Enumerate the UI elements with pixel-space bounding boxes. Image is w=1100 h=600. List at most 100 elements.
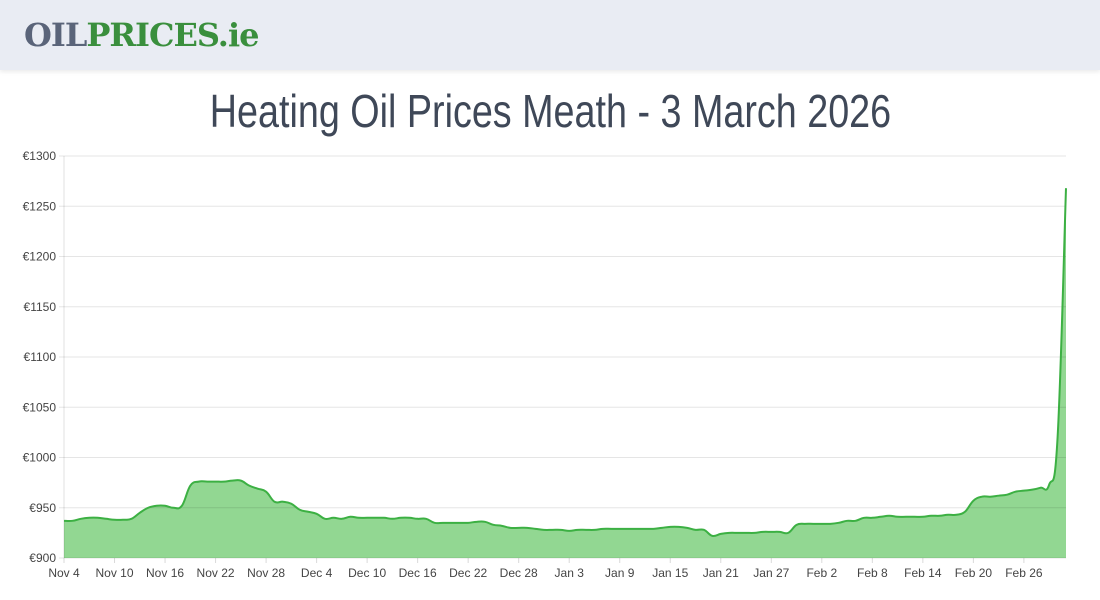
data-point-jan-11	[634, 526, 640, 532]
y-tick-label: €1000	[23, 451, 57, 465]
logo-text-oil: OIL	[24, 16, 87, 54]
data-point-dec-19	[440, 520, 446, 526]
logo-text-prices: PRICES.ie	[86, 16, 259, 54]
data-point-jan-1	[549, 527, 555, 533]
data-point-feb-11	[895, 514, 901, 520]
data-point-dec-23	[474, 519, 480, 525]
site-logo[interactable]: OILPRICES.ie	[24, 16, 259, 54]
x-tick-label: Feb 26	[1005, 566, 1043, 580]
data-point-feb-6	[852, 518, 858, 524]
page-title-wrap: Heating Oil Prices Meath - 3 March 2026	[0, 84, 1100, 138]
data-point-nov-17	[170, 505, 176, 511]
x-tick-label: Dec 22	[449, 566, 487, 580]
data-point-feb-23	[996, 493, 1002, 499]
x-tick-label: Dec 10	[348, 566, 386, 580]
data-point-dec-31	[541, 527, 547, 533]
data-point-jan-14	[659, 525, 665, 531]
data-point-nov-6	[78, 516, 84, 522]
x-tick-label: Dec 16	[399, 566, 437, 580]
data-point-jan-15	[667, 524, 673, 530]
data-point-nov-9	[103, 516, 109, 522]
data-point-dec-10	[364, 515, 370, 521]
data-point-nov-25	[238, 478, 244, 484]
data-point-nov-20	[196, 479, 202, 485]
data-point-dec-4	[314, 511, 320, 517]
x-tick-label: Feb 8	[857, 566, 888, 580]
y-tick-label: €1200	[23, 250, 57, 264]
data-point-feb-2	[819, 521, 825, 527]
data-point-jan-26	[760, 529, 766, 535]
data-point-feb-4	[836, 520, 842, 526]
data-point-dec-25	[490, 522, 496, 528]
data-point-jan-13	[650, 526, 656, 532]
data-point-nov-21	[204, 479, 210, 485]
data-point-nov-22	[213, 479, 219, 485]
x-tick-label: Dec 4	[301, 566, 333, 580]
data-point-jan-9	[617, 526, 623, 532]
data-point-nov-5	[69, 518, 75, 524]
data-point-nov-19	[187, 483, 193, 489]
data-point-nov-13	[137, 510, 143, 516]
page-title: Heating Oil Prices Meath - 3 March 2026	[209, 85, 891, 137]
header-bar: OILPRICES.ie	[0, 0, 1100, 70]
data-point-nov-18	[179, 503, 185, 509]
data-point-jan-10	[625, 526, 631, 532]
data-point-feb-9	[878, 514, 884, 520]
data-point-jan-22	[726, 530, 732, 536]
y-tick-label: €950	[29, 501, 56, 515]
data-point-jan-29	[785, 530, 791, 536]
data-point-jan-16	[676, 524, 682, 530]
x-tick-label: Jan 15	[652, 566, 688, 580]
data-point-feb-26	[1021, 488, 1027, 494]
data-point-feb-24	[1004, 492, 1010, 498]
data-point-dec-7	[339, 516, 345, 522]
data-point-dec-26	[499, 523, 505, 529]
data-point-dec-13	[389, 516, 395, 522]
data-point-feb-19	[962, 509, 968, 515]
data-point-dec-1	[288, 501, 294, 507]
data-point-jan-4	[575, 527, 581, 533]
data-point-feb-17	[945, 512, 951, 518]
data-point-dec-9	[356, 515, 362, 521]
price-line	[63, 188, 1067, 538]
data-point-jan-24	[743, 530, 749, 536]
data-point-nov-16	[162, 503, 168, 509]
data-point-dec-28	[516, 525, 522, 531]
data-point-feb-1	[810, 521, 816, 527]
data-point-jan-20	[709, 533, 715, 539]
data-point-feb-28	[1038, 485, 1044, 491]
data-point-nov-15	[154, 503, 160, 509]
data-point-jan-5	[583, 527, 589, 533]
data-point-dec-20	[448, 520, 454, 526]
data-point-jan-8	[608, 526, 614, 532]
y-tick-label: €1100	[24, 350, 57, 364]
data-point-dec-3	[305, 509, 311, 515]
data-point-dec-15	[406, 515, 412, 521]
data-point-feb-27	[1029, 487, 1035, 493]
data-point-nov-24	[229, 478, 235, 484]
data-point-feb-25	[1012, 489, 1018, 495]
x-tick-label: Feb 14	[904, 566, 942, 580]
data-point-feb-21	[979, 494, 985, 500]
x-tick-label: Jan 27	[753, 566, 789, 580]
data-point-dec-12	[381, 515, 387, 521]
data-point-nov-23	[221, 479, 227, 485]
data-point-dec-27	[507, 525, 513, 531]
y-tick-label: €1050	[23, 400, 57, 414]
x-tick-label: Jan 3	[555, 566, 585, 580]
data-point-feb-7	[861, 515, 867, 521]
data-point-dec-8	[347, 514, 353, 520]
data-point-jan-7	[600, 526, 606, 532]
data-point-feb-22	[987, 494, 993, 500]
data-point-feb-3	[827, 521, 833, 527]
x-tick-label: Nov 22	[197, 566, 235, 580]
data-point-jan-30	[794, 522, 800, 528]
data-point-feb-20	[970, 498, 976, 504]
data-point-nov-11	[120, 517, 126, 523]
data-point-dec-30	[533, 526, 539, 532]
data-point-dec-14	[398, 515, 404, 521]
data-point-jan-12	[642, 526, 648, 532]
x-tick-label: Nov 16	[146, 566, 184, 580]
data-point-dec-24	[482, 519, 488, 525]
